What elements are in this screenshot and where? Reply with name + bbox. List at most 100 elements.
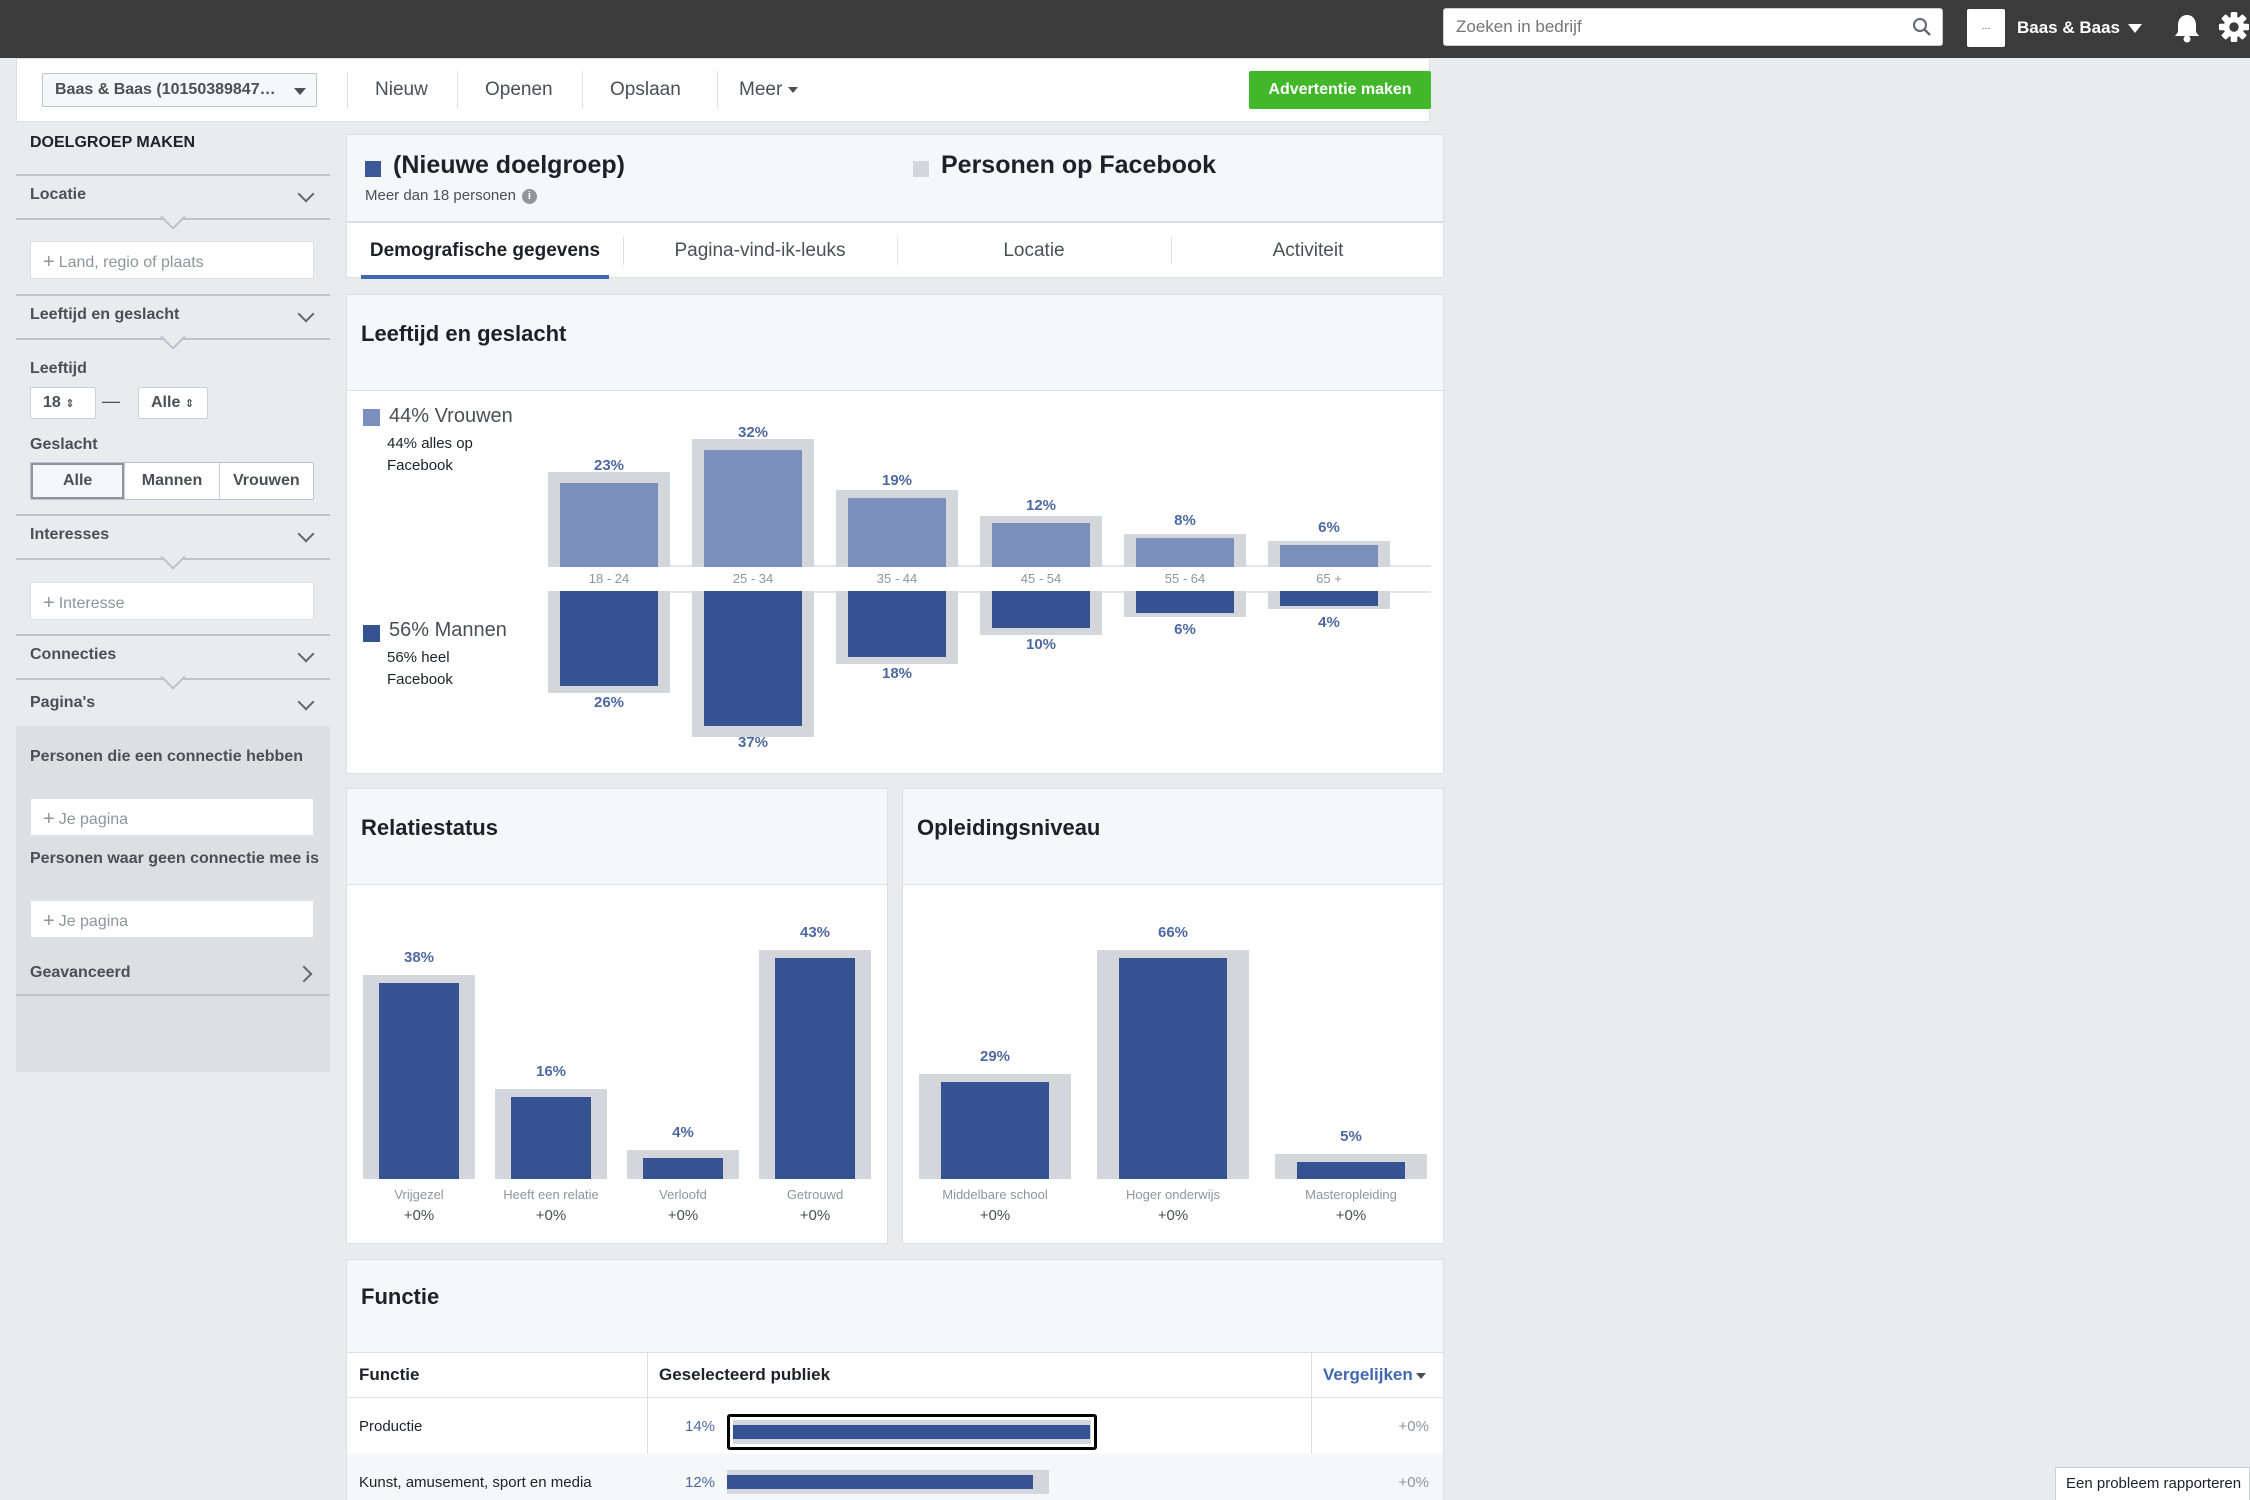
search-input[interactable] bbox=[1444, 9, 1884, 45]
age-tick-label: 18 - 24 bbox=[588, 571, 630, 586]
connections-section-header[interactable]: Connecties bbox=[30, 646, 117, 663]
data-label: 5% bbox=[1340, 1128, 1362, 1146]
women-data-label: 6% bbox=[1318, 519, 1340, 537]
connected-page-placeholder: Je pagina bbox=[58, 811, 129, 828]
company-search[interactable] bbox=[1443, 8, 1943, 46]
more-label: Meer bbox=[739, 79, 783, 100]
plus-icon: + bbox=[43, 910, 55, 932]
women-legend: 44% Vrouwen bbox=[389, 405, 513, 427]
panel-header: Relatiestatus bbox=[347, 789, 887, 885]
open-button[interactable]: Openen bbox=[485, 79, 553, 100]
data-bar bbox=[775, 957, 855, 1179]
function-percent: 14% bbox=[685, 1418, 716, 1435]
divider bbox=[717, 71, 718, 109]
divider bbox=[623, 237, 624, 265]
compare-audience-name: Personen op Facebook bbox=[941, 151, 1217, 179]
more-menu-button[interactable]: Meer bbox=[739, 69, 799, 111]
tab-page-likes[interactable]: Pagina-vind-ik-leuks bbox=[674, 240, 846, 261]
chevron-down-icon bbox=[2128, 23, 2143, 33]
age-min-select[interactable]: 18 ⇕ bbox=[30, 387, 96, 419]
compare-label: Vergelijken bbox=[1323, 1365, 1413, 1384]
function-bar bbox=[733, 1425, 1090, 1439]
divider bbox=[16, 174, 330, 176]
age-tick-label: 65 + bbox=[1316, 571, 1342, 586]
audience-header: (Nieuwe doelgroep) Meer dan 18 personen i… bbox=[346, 134, 1444, 222]
age-max-select[interactable]: Alle ⇕ bbox=[138, 387, 208, 419]
chevron-down-icon[interactable] bbox=[297, 693, 315, 711]
chevron-down-icon[interactable] bbox=[297, 645, 315, 663]
divider bbox=[16, 514, 330, 516]
table-row[interactable]: Kunst, amusement, sport en media 12% +0% bbox=[347, 1454, 1443, 1500]
data-label: 66% bbox=[1157, 923, 1189, 941]
gear-icon[interactable] bbox=[2218, 10, 2250, 44]
ad-account-select[interactable]: Baas & Baas (10150389847… bbox=[42, 73, 317, 107]
create-ad-button[interactable]: Advertentie maken bbox=[1249, 71, 1431, 109]
category-label: Masteropleiding bbox=[1305, 1187, 1397, 1202]
location-input[interactable]: + Land, regio of plaats bbox=[30, 241, 314, 279]
men-legend-sub: 56% heel Facebook bbox=[387, 649, 453, 688]
men-data-label: 26% bbox=[593, 693, 625, 711]
chevron-down-icon[interactable] bbox=[297, 185, 315, 203]
function-delta: +0% bbox=[1398, 1418, 1429, 1435]
age-min-value: 18 bbox=[43, 394, 61, 411]
chevron-down-icon[interactable] bbox=[297, 525, 315, 543]
report-problem-button[interactable]: Een probleem rapporteren bbox=[2055, 1467, 2250, 1500]
age-tick-label: 55 - 64 bbox=[1164, 571, 1206, 586]
account-logo: ··· bbox=[1967, 9, 2005, 47]
gender-selector: Alle Mannen Vrouwen bbox=[30, 462, 314, 500]
insights-tabs: Demografische gegevens Pagina-vind-ik-le… bbox=[346, 222, 1444, 279]
function-panel: Functie Functie Geselecteerd publiek Ver… bbox=[346, 1259, 1444, 1500]
men-data-label: 4% bbox=[1318, 613, 1340, 631]
data-label: 4% bbox=[672, 1124, 694, 1142]
info-icon[interactable]: i bbox=[521, 189, 537, 204]
gender-option-women[interactable]: Vrouwen bbox=[218, 463, 313, 499]
sidebar-title: DOELGROEP MAKEN bbox=[30, 134, 196, 151]
panel-header: Opleidingsniveau bbox=[903, 789, 1443, 885]
women-bar bbox=[1280, 545, 1378, 567]
selected-audience-name: (Nieuwe doelgroep) bbox=[393, 151, 625, 179]
bell-icon[interactable] bbox=[2172, 12, 2202, 44]
interest-input[interactable]: + Interesse bbox=[30, 582, 314, 620]
compare-dropdown[interactable]: Vergelijken bbox=[1323, 1365, 1426, 1385]
age-label: Leeftijd bbox=[30, 360, 87, 377]
location-placeholder: Land, regio of plaats bbox=[58, 254, 204, 271]
tab-location[interactable]: Locatie bbox=[1003, 240, 1065, 261]
advanced-section-header[interactable]: Geavanceerd bbox=[30, 964, 131, 981]
connected-page-input[interactable]: + Je pagina bbox=[30, 798, 314, 836]
tab-demographics[interactable]: Demografische gegevens bbox=[347, 223, 623, 279]
section-notch bbox=[160, 544, 186, 570]
women-bar bbox=[848, 497, 946, 567]
not-connected-page-input[interactable]: + Je pagina bbox=[30, 900, 314, 938]
search-icon[interactable] bbox=[1912, 17, 1932, 37]
function-label: Productie bbox=[359, 1418, 423, 1435]
women-data-label: 19% bbox=[881, 471, 913, 489]
pages-section-header[interactable]: Pagina's bbox=[30, 694, 96, 711]
function-table-header: Functie Geselecteerd publiek Vergelijken bbox=[347, 1352, 1443, 1398]
men-data-label: 18% bbox=[881, 664, 913, 682]
location-section-header[interactable]: Locatie bbox=[30, 186, 87, 203]
chevron-down-icon[interactable] bbox=[297, 305, 315, 323]
women-bar bbox=[992, 523, 1090, 567]
panel-header: Leeftijd en geslacht bbox=[347, 295, 1443, 391]
category-label: Hoger onderwijs bbox=[1126, 1187, 1220, 1202]
category-label: Middelbare school bbox=[942, 1187, 1048, 1202]
data-label: 43% bbox=[799, 923, 831, 941]
interests-section-header[interactable]: Interesses bbox=[30, 526, 110, 543]
category-label: Verloofd bbox=[659, 1187, 707, 1202]
men-bar bbox=[704, 591, 802, 727]
divider bbox=[16, 634, 330, 636]
save-button[interactable]: Opslaan bbox=[610, 79, 681, 100]
connected-label: Personen die een connectie hebben bbox=[30, 748, 303, 765]
account-menu[interactable]: ··· Baas & Baas bbox=[1967, 8, 2143, 48]
age-tick-label: 35 - 44 bbox=[876, 571, 918, 586]
men-data-label: 6% bbox=[1174, 620, 1196, 638]
divider bbox=[457, 71, 458, 109]
gender-option-all[interactable]: Alle bbox=[31, 463, 125, 499]
table-row[interactable]: Productie 14% +0% bbox=[347, 1398, 1443, 1454]
tab-activity[interactable]: Activiteit bbox=[1272, 240, 1344, 261]
gender-option-men[interactable]: Mannen bbox=[124, 463, 218, 499]
new-button[interactable]: Nieuw bbox=[375, 79, 428, 100]
age-gender-section-header[interactable]: Leeftijd en geslacht bbox=[30, 306, 180, 323]
selected-audience-swatch bbox=[365, 161, 381, 177]
women-legend-swatch bbox=[363, 409, 380, 426]
